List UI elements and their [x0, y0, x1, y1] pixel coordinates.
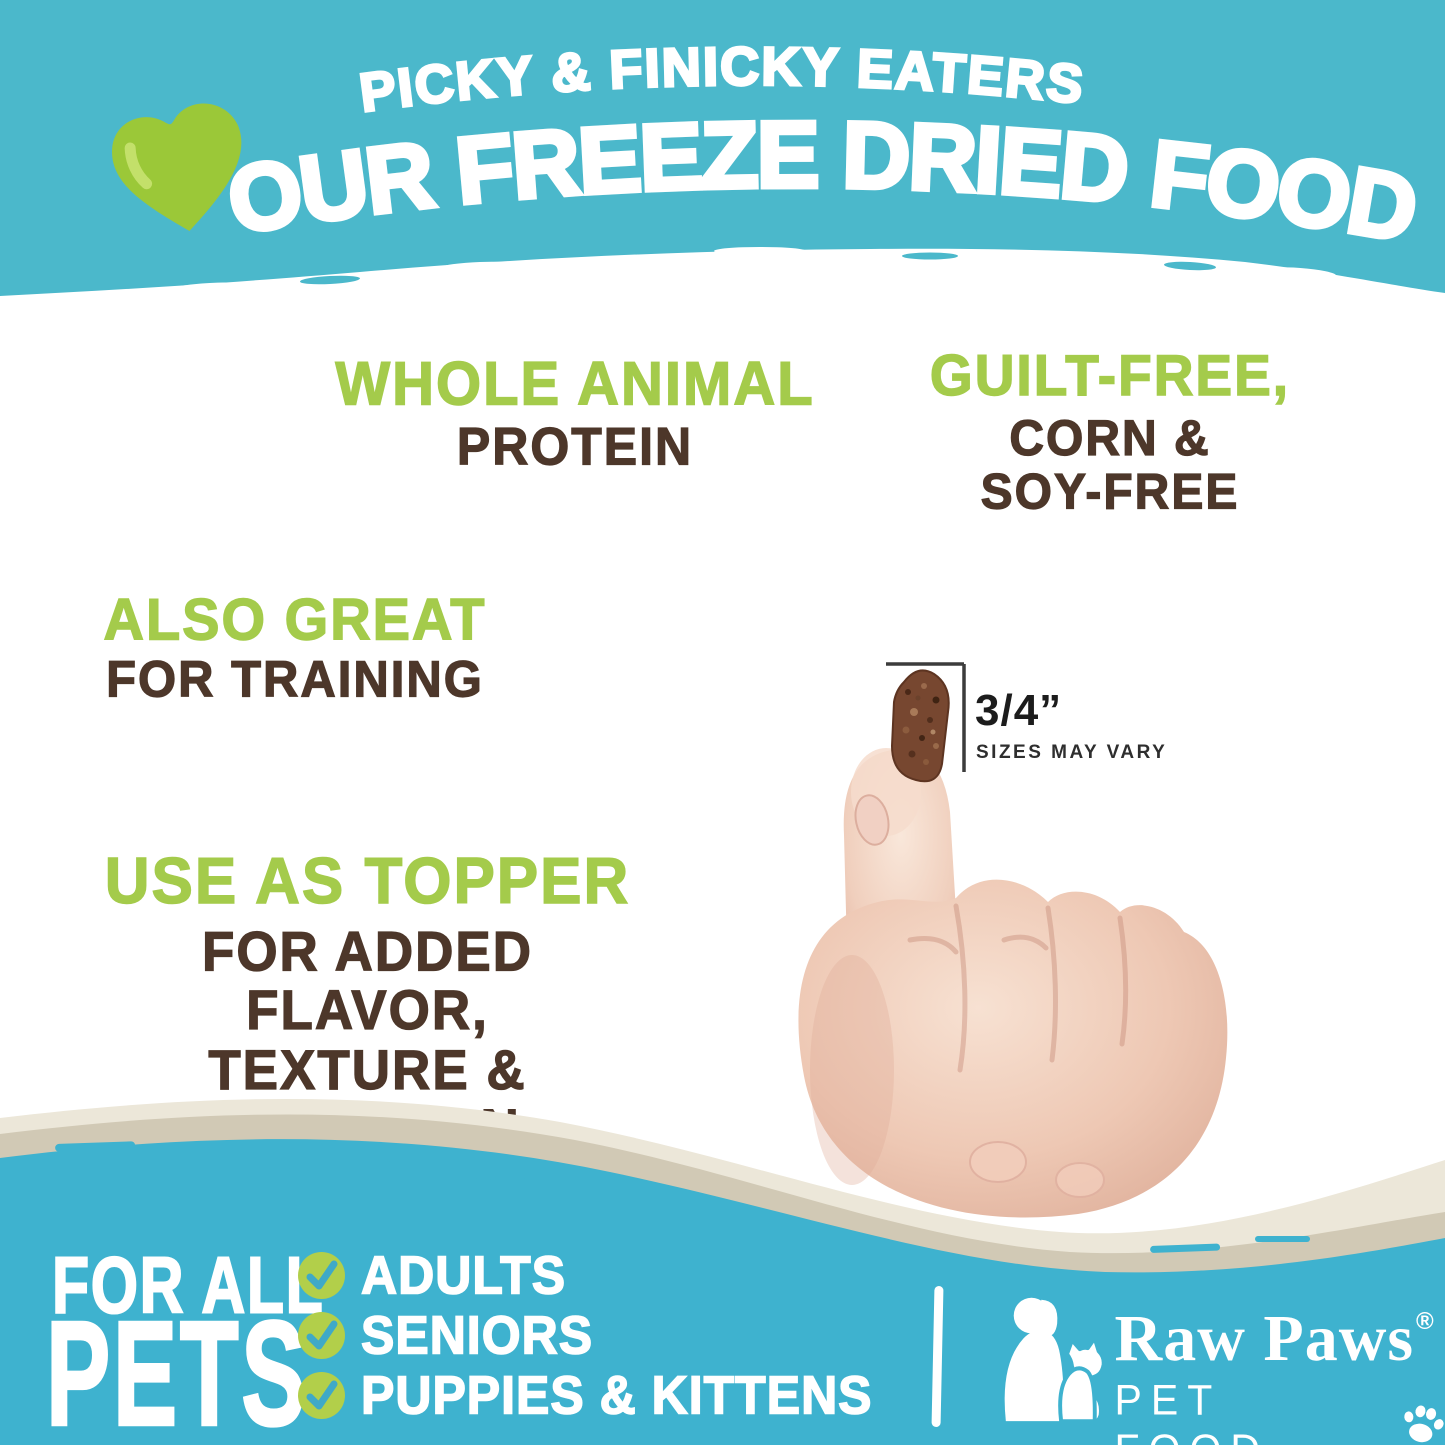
brand-name: Raw Paws [1114, 1302, 1415, 1375]
feature-subtitle: CORN & [1009, 411, 1211, 467]
finger-nail [1055, 1162, 1105, 1198]
for-all-heading: FOR ALL [51, 1240, 325, 1331]
brand-tagline: PET FOOD [1114, 1375, 1260, 1445]
feature-subtitle: SOY-FREE [980, 464, 1240, 521]
feature-title: USE AS TOPPER [104, 845, 631, 918]
check-icon [298, 1311, 345, 1359]
dog-cat-icon [1004, 1297, 1105, 1426]
feature-title: WHOLE ANIMAL [335, 349, 815, 419]
paw-icon [1403, 1405, 1444, 1443]
heart-icon [112, 103, 242, 231]
pets-heading: PETS [45, 1289, 309, 1445]
feature-title: ALSO GREAT [103, 586, 487, 653]
fist [798, 879, 1228, 1218]
checklist-item-adults: ADULTS [298, 1244, 567, 1306]
hand-photo [798, 669, 1228, 1218]
feature-guilt-free: GUILT-FREE, CORN & SOY-FREE [905, 342, 1315, 521]
treat-speckles [902, 683, 940, 765]
knuckle-creases [907, 903, 1129, 1073]
check-icon [298, 1371, 345, 1419]
feature-training: ALSO GREAT FOR TRAINING [70, 586, 520, 708]
size-label: 3/4” [975, 686, 1063, 735]
top-banner: PICKY & FINICKY EATERS OUR FREEZE DRIED … [0, 0, 1445, 296]
checklist-label: ADULTS [360, 1244, 567, 1306]
feature-subtitle: FOR ADDED FLAVOR, [201, 921, 534, 1043]
feature-subtitle: FOR TRAINING [105, 651, 484, 708]
banner-background [0, 0, 1445, 296]
torn-edge-texture-teal [300, 252, 1216, 285]
thumb-nail [854, 794, 890, 846]
feature-whole-animal-protein: WHOLE ANIMAL PROTEIN [320, 349, 830, 477]
checklist-item-puppies-kittens: PUPPIES & KITTENS [298, 1364, 873, 1426]
torn-edge-texture [168, 247, 1336, 294]
finger-nail [969, 1141, 1027, 1183]
measurement-bracket [886, 662, 966, 772]
treat-image [890, 669, 950, 783]
size-note: SIZES MAY VARY [976, 742, 1168, 763]
checklist-item-seniors: SENIORS [298, 1304, 594, 1366]
feature-title: GUILT-FREE, [929, 342, 1291, 408]
check-icon [298, 1251, 345, 1299]
checklist-label: PUPPIES & KITTENS [360, 1364, 873, 1426]
registered-mark: ® [1416, 1308, 1434, 1335]
wave-brush-texture [55, 1141, 1310, 1253]
hand-shadow [810, 955, 894, 1185]
feature-topper: USE AS TOPPER FOR ADDED FLAVOR, TEXTURE … [80, 845, 655, 1160]
checklist-label: SENIORS [360, 1304, 594, 1366]
feature-subtitle: PROTEIN [456, 417, 694, 477]
brand-logo: Raw Paws ® PET FOOD [994, 1292, 1445, 1445]
